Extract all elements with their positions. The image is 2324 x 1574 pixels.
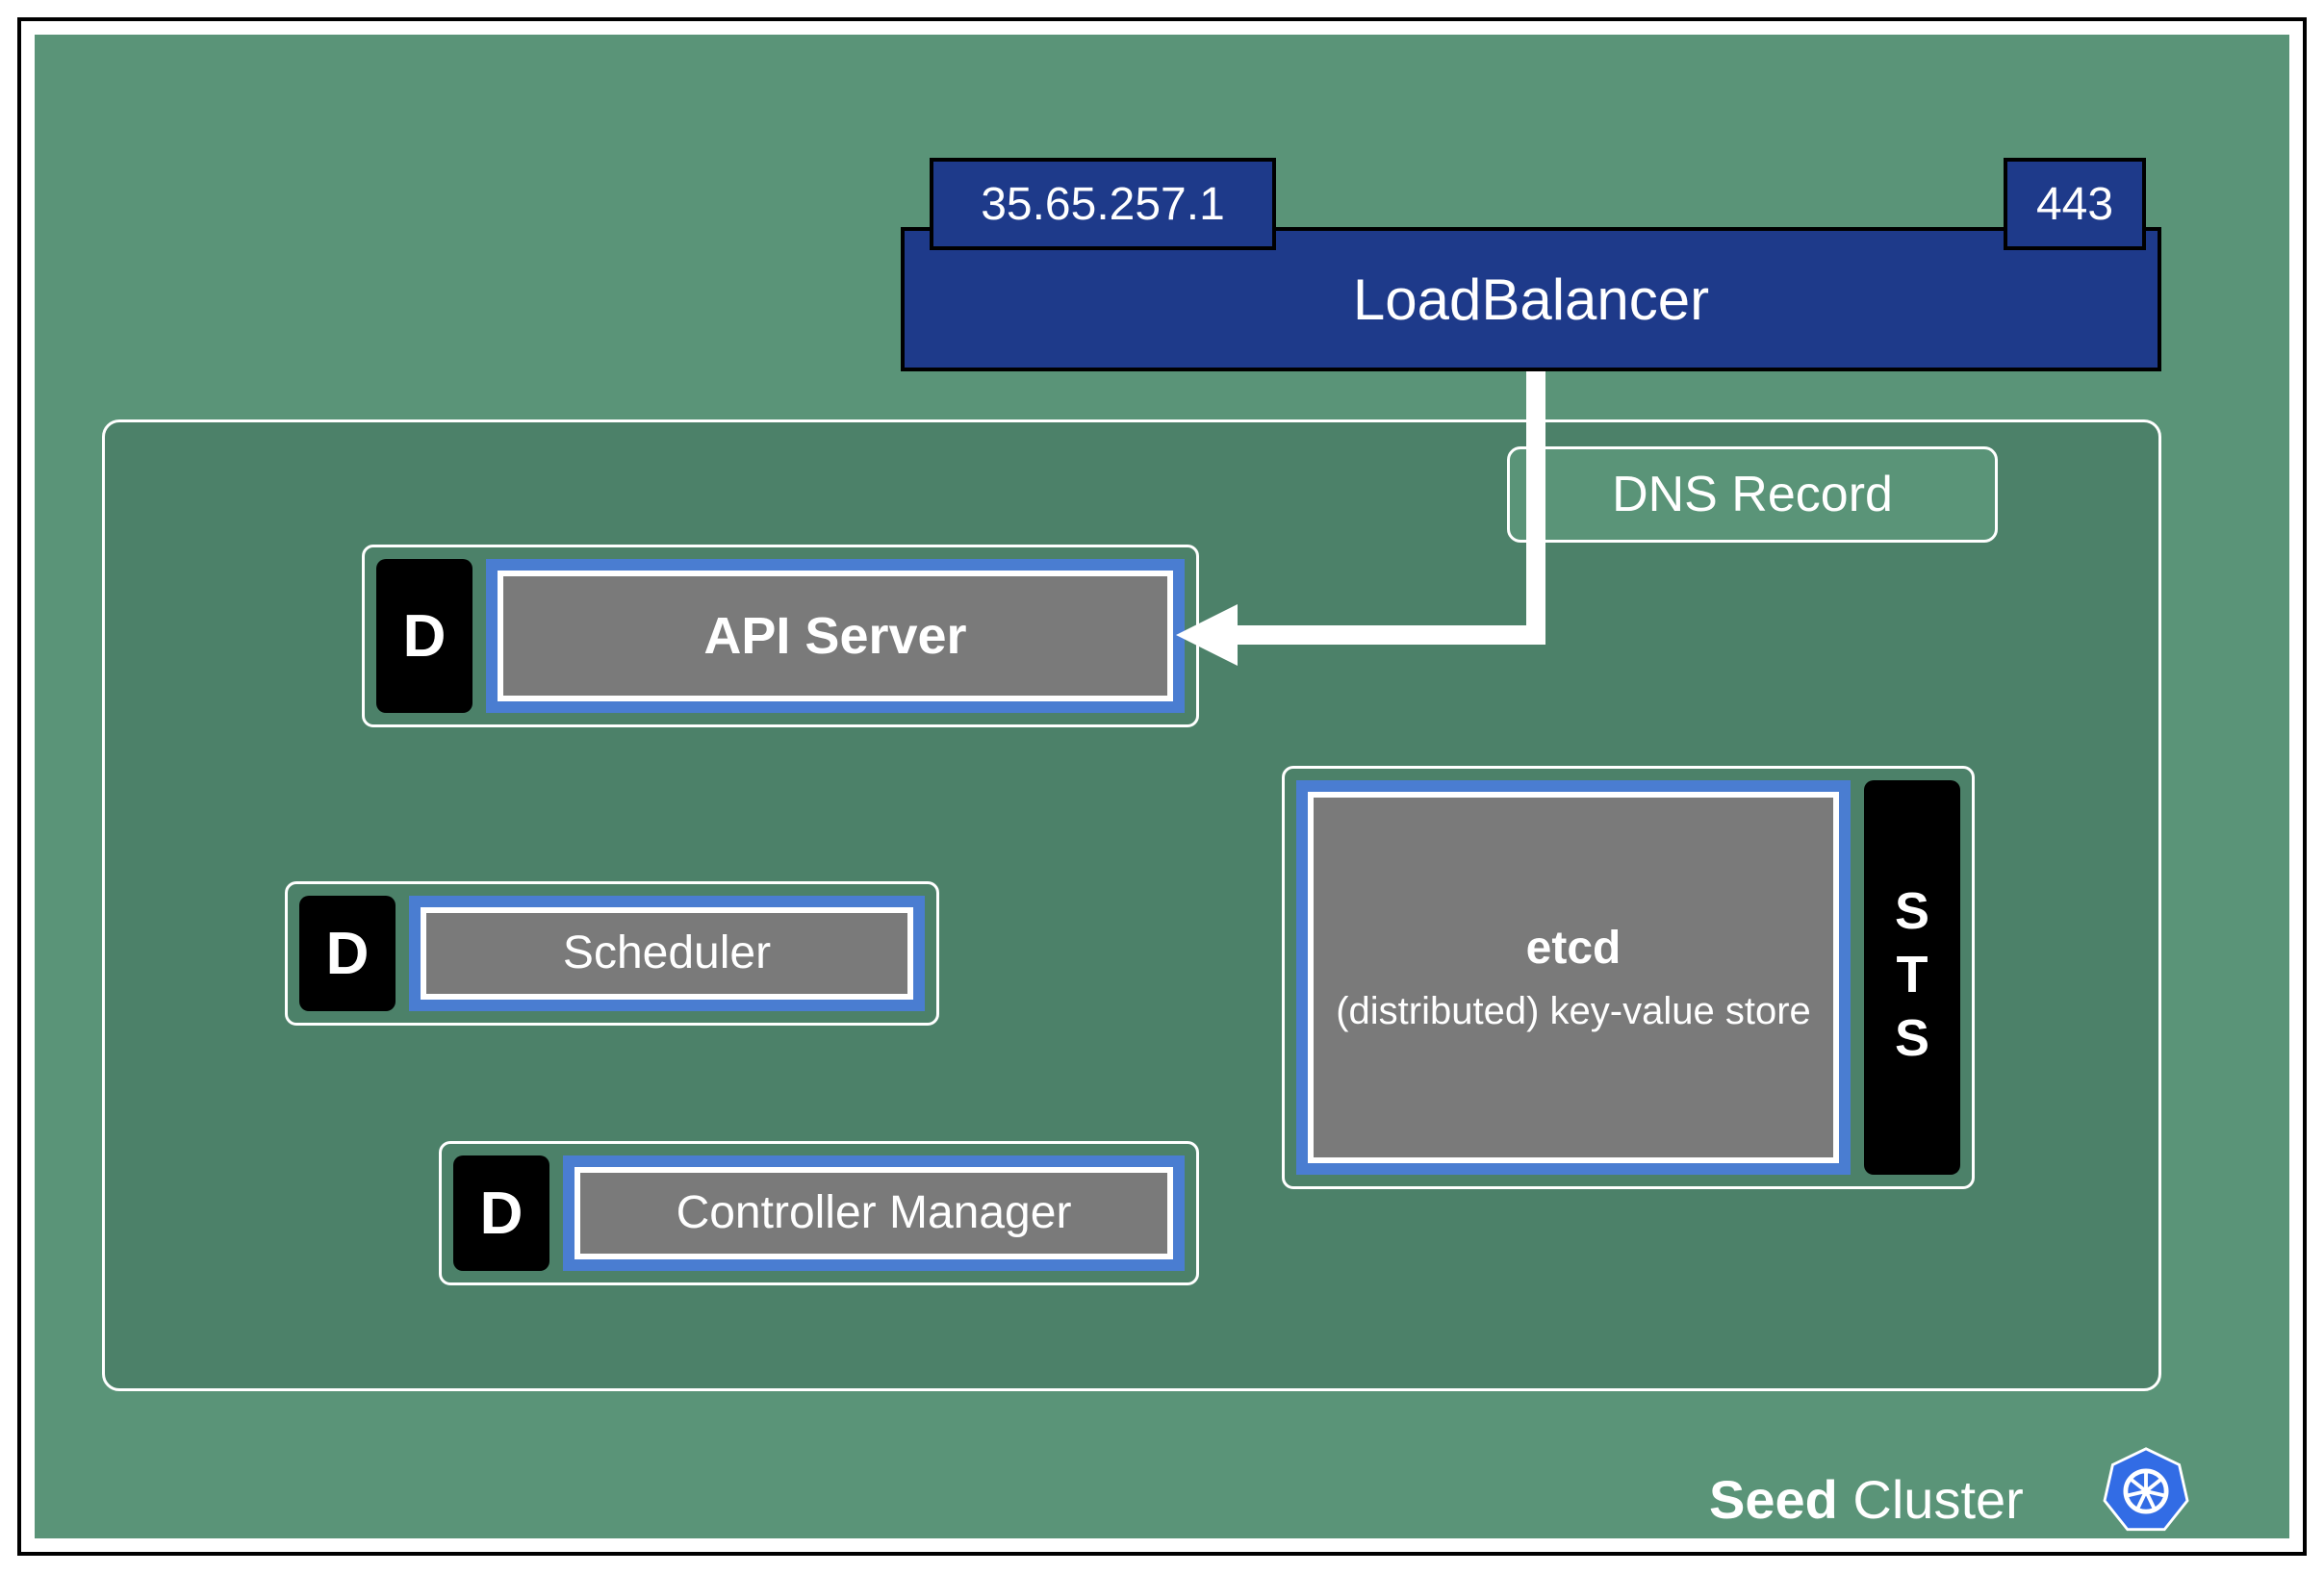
deployment-tag: D	[376, 559, 472, 713]
outer-frame: LoadBalancer 35.65.257.1 443 DNS Record D API…	[17, 17, 2307, 1556]
pod-inner: Scheduler	[421, 907, 913, 1000]
component-scheduler: D Scheduler	[285, 881, 939, 1026]
etcd-title: etcd	[1526, 921, 1622, 977]
pod-inner: etcd (distributed) key-value store	[1308, 792, 1839, 1163]
pod-outer: API Server	[486, 559, 1185, 713]
component-label: Scheduler	[563, 926, 771, 981]
component-label: API Server	[703, 605, 966, 668]
statefulset-tag: STS	[1864, 780, 1960, 1175]
loadbalancer-label: LoadBalancer	[1353, 267, 1709, 333]
loadbalancer-ip-text: 35.65.257.1	[981, 178, 1225, 231]
pod-outer: Controller Manager	[563, 1155, 1185, 1271]
etcd-subtitle: (distributed) key-value store	[1336, 988, 1811, 1034]
footer-bold: Seed	[1709, 1469, 1838, 1530]
pod-outer: etcd (distributed) key-value store	[1296, 780, 1851, 1175]
component-etcd: etcd (distributed) key-value store STS	[1282, 766, 1975, 1189]
diagram-canvas: LoadBalancer 35.65.257.1 443 DNS Record D API…	[35, 35, 2289, 1538]
deployment-tag: D	[299, 896, 396, 1011]
deployment-tag: D	[453, 1155, 549, 1271]
component-label: Controller Manager	[677, 1185, 1072, 1241]
footer-cluster-label: Seed Cluster	[1709, 1468, 2024, 1531]
component-controller-manager: D Controller Manager	[439, 1141, 1199, 1285]
loadbalancer-port: 443	[2004, 158, 2146, 250]
kubernetes-icon	[2100, 1445, 2192, 1537]
loadbalancer-ip: 35.65.257.1	[930, 158, 1276, 250]
dns-record-badge: DNS Record	[1507, 446, 1998, 543]
component-api-server: D API Server	[362, 545, 1199, 727]
pod-inner: Controller Manager	[575, 1167, 1173, 1259]
pod-outer: Scheduler	[409, 896, 925, 1011]
loadbalancer-port-text: 443	[2036, 178, 2113, 231]
pod-inner: API Server	[498, 571, 1173, 701]
footer-rest: Cluster	[1838, 1469, 2024, 1530]
dns-record-label: DNS Record	[1612, 466, 1893, 523]
